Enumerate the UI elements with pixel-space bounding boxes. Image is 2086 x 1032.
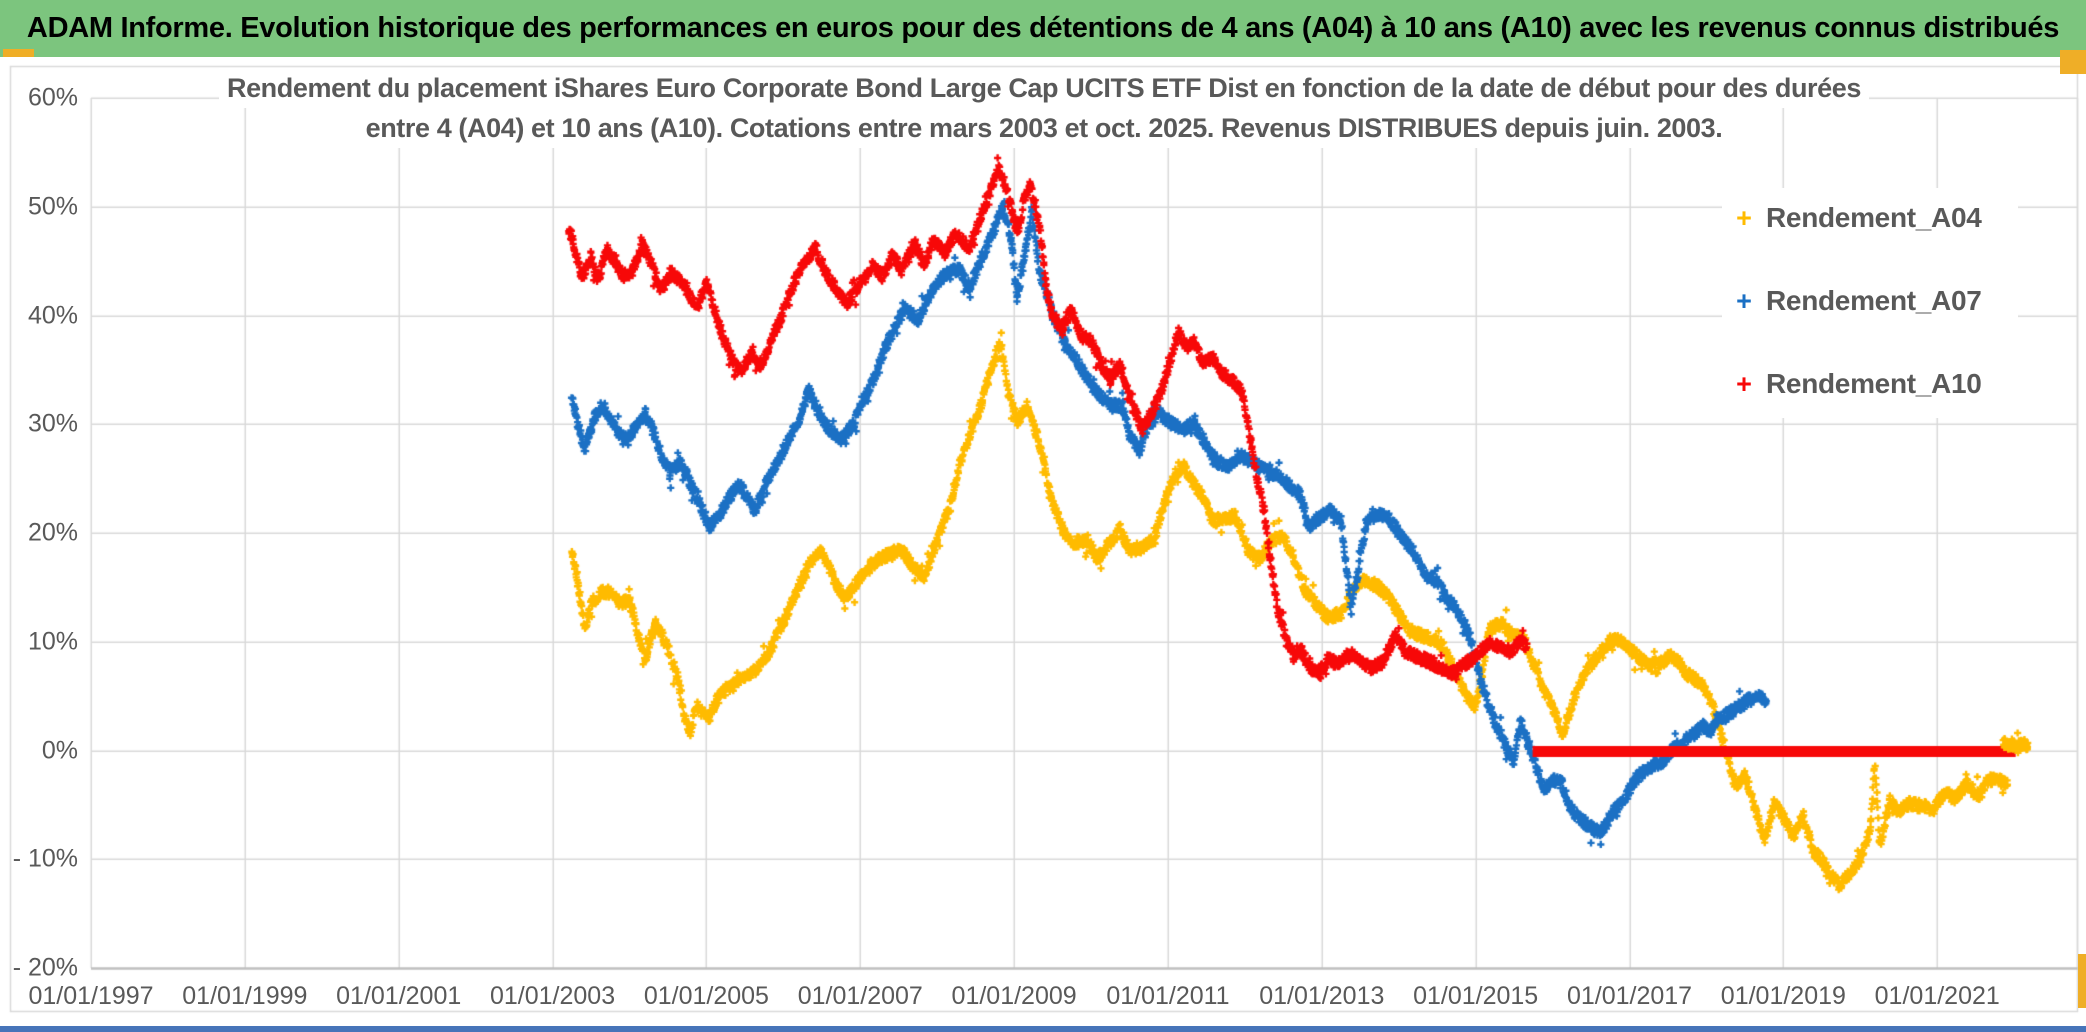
- x-axis-tick-label: 01/01/1997: [28, 982, 154, 1010]
- legend-label: Rendement_A10: [1766, 368, 1982, 399]
- x-axis-tick-label: 01/01/2017: [1566, 982, 1693, 1010]
- y-axis-tick-label: - 10%: [12, 844, 78, 873]
- y-axis-tick-label: 20%: [27, 518, 78, 547]
- chart-title-line1: Rendement du placement iShares Euro Corp…: [218, 68, 1870, 108]
- x-axis-tick-label: 01/01/2005: [643, 982, 769, 1010]
- legend-entry-a10: + Rendement_A10: [1722, 364, 2018, 404]
- y-axis-tick-label: 40%: [27, 301, 78, 329]
- plus-marker-icon: +: [1736, 369, 1752, 399]
- gold-accent-top-right: [2060, 50, 2086, 74]
- y-axis-tick-label: 60%: [27, 83, 78, 112]
- x-axis-tick-label: 01/01/2001: [336, 982, 462, 1010]
- x-axis-tick-label: 01/01/2013: [1259, 982, 1385, 1010]
- chart-title: Rendement du placement iShares Euro Corp…: [10, 68, 2078, 148]
- legend-entry-a07: + Rendement_A07: [1722, 281, 2018, 321]
- x-axis-tick-label: 01/01/2007: [797, 982, 923, 1010]
- legend-label: Rendement_A07: [1766, 285, 1982, 316]
- y-axis-tick-label: - 20%: [12, 953, 78, 982]
- y-axis-tick-label: 0%: [41, 736, 78, 764]
- bottom-window-edge: [0, 1026, 2086, 1032]
- gold-accent-left: [3, 49, 34, 57]
- x-axis-tick-label: 01/01/2015: [1413, 982, 1539, 1010]
- banner-title: ADAM Informe. Evolution historique des p…: [26, 12, 2060, 44]
- y-axis-tick-label: 30%: [27, 409, 78, 438]
- gold-accent-right-bottom: [2078, 954, 2086, 1008]
- y-axis-tick-label: 50%: [27, 192, 78, 221]
- x-axis-tick-label: 01/01/2019: [1720, 982, 1846, 1010]
- plus-marker-icon: +: [1736, 286, 1752, 316]
- y-axis-tick-label: 10%: [27, 627, 78, 656]
- x-axis-tick-label: 01/01/2011: [1106, 982, 1230, 1010]
- chart-legend: + Rendement_A04 + Rendement_A07 + Rendem…: [1722, 188, 2018, 418]
- x-axis-tick-label: 01/01/2021: [1874, 982, 2000, 1010]
- x-axis-tick-label: 01/01/2003: [489, 982, 616, 1010]
- chart-title-line2: entre 4 (A04) et 10 ans (A10). Cotations…: [357, 108, 1731, 148]
- legend-label: Rendement_A04: [1766, 202, 1982, 233]
- legend-entry-a04: + Rendement_A04: [1722, 198, 2018, 238]
- plus-marker-icon: +: [1736, 203, 1752, 233]
- header-banner: ADAM Informe. Evolution historique des p…: [0, 0, 2086, 57]
- x-axis-tick-label: 01/01/1999: [182, 982, 308, 1010]
- x-axis-tick-label: 01/01/2009: [951, 982, 1077, 1010]
